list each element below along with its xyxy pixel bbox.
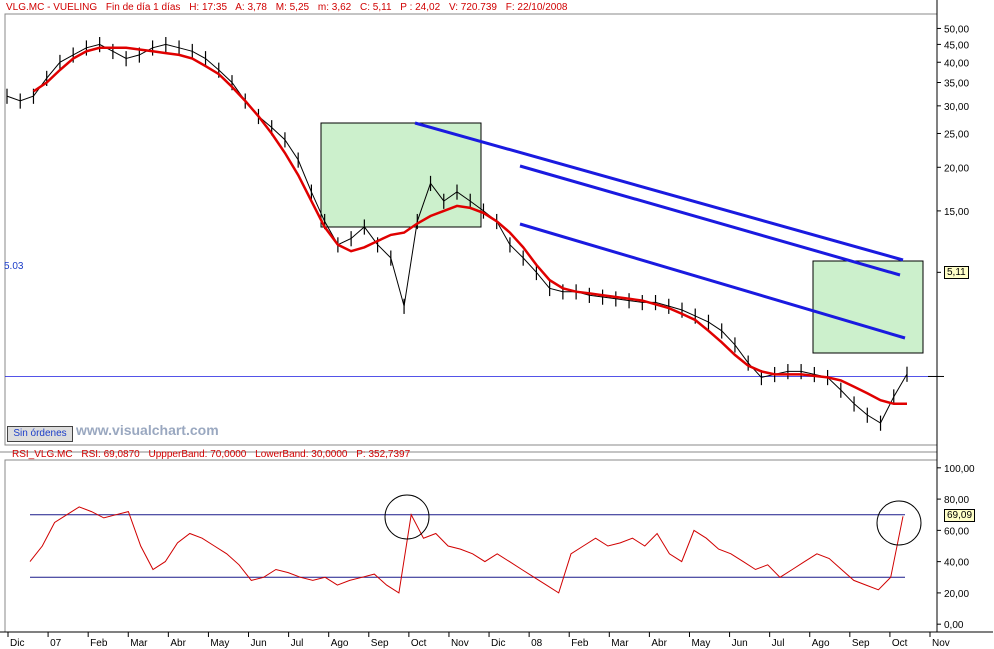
x-tick-label: Dic <box>491 638 505 649</box>
rsi-y-tick-label: 0,00 <box>944 620 964 631</box>
rsi-p: P: 352,7397 <box>356 449 411 460</box>
x-tick-label: Mar <box>130 638 148 649</box>
x-tick-label: Feb <box>90 638 108 649</box>
price-y-tick-label: 35,00 <box>944 78 969 89</box>
x-tick-label: Sep <box>371 638 389 649</box>
rsi-y-tick-label: 80,00 <box>944 495 969 506</box>
rsi-line <box>29 506 904 594</box>
highlight-box-1 <box>320 122 482 228</box>
header-close: C: 5,11 <box>360 2 392 13</box>
price-y-tick-label: 50,00 <box>944 24 969 35</box>
rsi-y-tick-label: 40,00 <box>944 558 969 569</box>
price-y-tick-label: 20,00 <box>944 163 969 174</box>
rsi-name: RSI_VLG.MC <box>12 449 73 460</box>
price-y-tick-label: 40,00 <box>944 58 969 69</box>
x-tick-label: Oct <box>411 638 427 649</box>
x-tick-label: Dic <box>10 638 24 649</box>
price-y-tick-label: 30,00 <box>944 102 969 113</box>
x-tick-label: Jul <box>291 638 304 649</box>
header-p: P : 24,02 <box>400 2 441 13</box>
x-tick-label: Jun <box>251 638 267 649</box>
channel-line-3 <box>519 222 906 340</box>
orders-button[interactable]: Sin órdenes <box>7 426 73 442</box>
rsi-circle-1 <box>384 494 430 540</box>
price-y-tick-label: 45,00 <box>944 40 969 51</box>
price-y-tick-label: 15,00 <box>944 207 969 218</box>
header-min: m: 3,62 <box>317 2 352 13</box>
rsi-lower: LowerBand: 30,0000 <box>255 449 348 460</box>
header-date: F: 22/10/2008 <box>505 2 568 13</box>
x-tick-label: Jun <box>732 638 748 649</box>
header-symbol: VLG.MC - VUELING <box>6 2 98 13</box>
rsi-header: RSI_VLG.MC RSI: 69,0870 UppperBand: 70,0… <box>12 449 416 460</box>
rsi-y-tick-label: 100,00 <box>944 464 975 475</box>
rsi-y-tick-label: 20,00 <box>944 589 969 600</box>
x-tick-label: Sep <box>852 638 870 649</box>
level-label: 5.03 <box>4 261 24 272</box>
channel-line-1 <box>414 121 904 262</box>
price-y-tick-label: 25,00 <box>944 129 969 140</box>
header-period: Fin de día 1 días <box>105 2 181 13</box>
x-tick-label: Jul <box>772 638 785 649</box>
x-tick-label: Abr <box>170 638 186 649</box>
header-high: H: 17:35 <box>189 2 228 13</box>
x-tick-label: Feb <box>571 638 589 649</box>
x-tick-label: Nov <box>451 638 469 649</box>
moving-average-line <box>32 46 907 406</box>
x-tick-label: Abr <box>651 638 667 649</box>
x-tick-label: May <box>691 638 710 649</box>
rsi-upper: UppperBand: 70,0000 <box>148 449 247 460</box>
rsi-plot-frame <box>4 459 938 633</box>
x-tick-label: Mar <box>611 638 629 649</box>
header-volume: V: 720.739 <box>448 2 497 13</box>
highlight-box-2 <box>812 260 924 354</box>
header-max: M: 5,25 <box>275 2 310 13</box>
channel-line-2 <box>519 164 901 277</box>
x-tick-label: 07 <box>50 638 62 649</box>
watermark: www.visualchart.com <box>76 422 219 438</box>
x-tick-label: May <box>210 638 229 649</box>
rsi-circle-2 <box>876 500 922 546</box>
rsi-y-tick-label: 60,00 <box>944 526 969 537</box>
rsi-box: 69,09 <box>944 509 976 522</box>
price-header: VLG.MC - VUELING Fin de día 1 días H: 17… <box>6 2 573 13</box>
x-tick-label: Ago <box>331 638 349 649</box>
x-tick-label: Oct <box>892 638 908 649</box>
rsi-value: RSI: 69,0870 <box>81 449 140 460</box>
header-open: A: 3,78 <box>235 2 267 13</box>
price-series-line <box>6 43 908 424</box>
x-tick-label: Nov <box>932 638 950 649</box>
price-box: 5,11 <box>944 266 969 279</box>
x-tick-label: 08 <box>531 638 543 649</box>
x-tick-label: Ago <box>812 638 830 649</box>
